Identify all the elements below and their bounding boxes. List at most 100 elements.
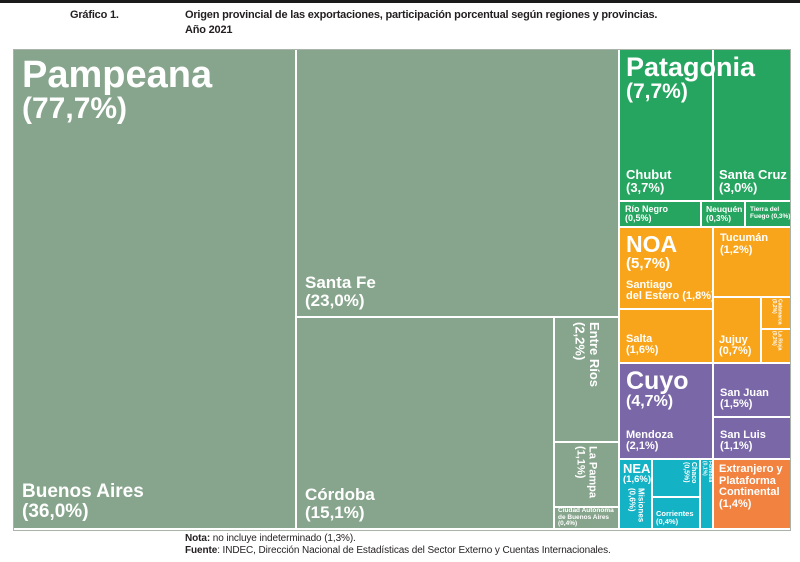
chart-subtitle: Año 2021	[185, 24, 233, 36]
cell-corrientes: Corrientes (0,4%)	[653, 498, 699, 528]
province-name: La Pampa	[586, 446, 599, 498]
province-label-cordoba: Córdoba (15,1%)	[305, 486, 545, 522]
figure-label: Gráfico 1.	[70, 9, 119, 21]
province-label-chubut: Chubut (3,7%)	[626, 168, 706, 195]
province-label-buenos-aires: Buenos Aires (36,0%)	[22, 482, 287, 522]
vertical-label-wrap: Formosa (0,1%)	[701, 461, 714, 527]
province-name: San Luis	[720, 428, 766, 441]
cell-formosa: Formosa (0,1%)	[701, 460, 714, 528]
province-share: (36,0%)	[22, 501, 89, 523]
cell-santa-cruz: Santa Cruz (3,0%)	[714, 50, 790, 200]
province-label-entre-rios: Entre Ríos (2,2%)	[572, 322, 602, 437]
region-share-cuyo: (4,7%)	[626, 393, 674, 410]
province-label-tierra-del-fuego: Tierra del Fuego (0,3%)	[750, 206, 790, 221]
province-name: Córdoba	[305, 485, 375, 505]
cell-tucuman: Tucumán (1,2%)	[714, 228, 790, 296]
region-name-line2: Plataforma	[719, 474, 776, 487]
region-name-cuyo: Cuyo	[626, 367, 689, 395]
region-name-pampeana: Pampeana	[22, 54, 213, 96]
region-label-extranjero: Extranjero y Plataforma Continental (1,4…	[719, 463, 785, 510]
province-name: Santa Cruz	[719, 166, 787, 182]
vertical-label-wrap: Entre Ríos (2,2%)	[559, 322, 614, 437]
province-share: (1,1%)	[720, 440, 753, 453]
region-share-nea: (1,6%)	[623, 474, 651, 485]
province-share: (2,1%)	[626, 440, 659, 453]
region-share-pampeana: (77,7%)	[22, 92, 128, 125]
cell-extranjero-plataforma-continental: Extranjero y Plataforma Continental (1,4…	[714, 460, 790, 528]
province-share: (0,2%)	[771, 331, 777, 346]
province-label-jujuy: Jujuy (0,7%)	[719, 333, 755, 358]
cell-san-juan: San Juan (1,5%)	[714, 364, 790, 416]
province-name: Entre Ríos	[586, 322, 602, 388]
province-label-tucuman: Tucumán (1,2%)	[720, 232, 784, 256]
province-name: Tucumán	[720, 232, 769, 244]
cell-santiago-del-estero: NOA (5,7%) Santiago del Estero (1,8%)	[620, 228, 715, 308]
province-share: (0,3%)	[706, 213, 732, 223]
province-label-salta: Salta (1,6%)	[626, 332, 706, 357]
province-name: Jujuy	[719, 333, 748, 346]
province-share: (2,2%)	[572, 322, 588, 361]
vertical-label-wrap: La Rioja (0,2%)	[763, 331, 789, 361]
province-label-misiones: Misiones (0,6%)	[627, 488, 646, 522]
note-text: no incluye indeterminado (1,3%).	[210, 533, 356, 544]
province-name: La Rioja	[776, 331, 783, 351]
chart-title: Origen provincial de las exportaciones, …	[185, 9, 658, 21]
cell-san-luis: San Luis (1,1%)	[714, 418, 790, 458]
province-share: (0,4%)	[558, 520, 578, 528]
province-label-formosa: Formosa (0,1%)	[701, 461, 714, 527]
region-title-nea: NEA (1,6%)	[623, 461, 651, 485]
province-label-rio-negro: Río Negro (0,5%)	[625, 203, 695, 224]
source: Fuente: INDEC, Dirección Nacional de Est…	[185, 545, 611, 556]
region-share: (1,4%)	[719, 497, 752, 510]
province-label-chaco: Chaco (0,5%)	[682, 462, 697, 494]
province-share: (1,6%)	[626, 344, 659, 357]
province-label-catamarca: Catamarca (0,2%)	[771, 299, 783, 327]
top-rule	[0, 0, 800, 3]
province-name: Santa Fe	[305, 273, 376, 293]
province-share: (1,2%)	[720, 243, 753, 256]
province-share: (3,7%)	[626, 180, 665, 196]
cell-jujuy: Jujuy (0,7%)	[714, 298, 760, 362]
province-share: (0,4%)	[656, 517, 679, 527]
province-label-neuquen: Neuquén (0,3%)	[706, 204, 743, 223]
province-share: (0,2%)	[771, 299, 777, 314]
region-name-nea: NEA	[623, 461, 651, 476]
province-name: Río Negro	[625, 203, 669, 214]
cell-caba: Ciudad Autónoma de Buenos Aires (0,4%)	[555, 508, 618, 528]
province-share: (3,0%)	[719, 180, 758, 196]
vertical-label-wrap: Catamarca (0,2%)	[763, 299, 789, 327]
province-name: Chubut	[626, 166, 672, 182]
province-label-caba: Ciudad Autónoma de Buenos Aires (0,4%)	[558, 508, 615, 528]
province-name-line2: de Buenos Aires	[558, 513, 610, 521]
province-name: Neuquén	[706, 204, 743, 215]
treemap: Pampeana (77,7%) Buenos Aires (36,0%) Sa…	[13, 49, 791, 531]
province-share: (15,1%)	[305, 503, 365, 523]
cell-cordoba: Córdoba (15,1%)	[297, 318, 553, 528]
province-name: Catamarca	[776, 299, 783, 325]
cell-catamarca: Catamarca (0,2%)	[762, 298, 790, 328]
province-name-line2: del Estero (1,8%)	[626, 290, 715, 303]
province-label-santiago-del-estero: Santiago del Estero (1,8%)	[626, 278, 715, 303]
province-share: (0,5%)	[625, 213, 652, 223]
vertical-label-wrap: Chaco (0,5%)	[655, 462, 697, 494]
province-name: San Juan	[720, 386, 769, 399]
region-title-cuyo: Cuyo (4,7%)	[626, 369, 706, 410]
province-name: Mendoza	[626, 428, 674, 441]
region-name-noa: NOA	[626, 231, 678, 257]
province-name: Chaco	[690, 462, 697, 484]
province-share: (0,6%)	[627, 488, 637, 512]
cell-neuquen: Neuquén (0,3%)	[702, 202, 744, 226]
province-name: Corrientes	[656, 509, 694, 519]
note-label: Nota:	[185, 533, 211, 544]
cell-la-pampa: La Pampa (1,1%)	[555, 443, 618, 506]
province-name: Formosa	[707, 461, 713, 483]
province-name-line1: Tierra del	[750, 206, 780, 214]
province-share: (1,5%)	[720, 398, 753, 411]
province-name: Salta	[626, 332, 653, 345]
province-name-line1: Santiago	[626, 278, 673, 291]
province-share: (0,5%)	[682, 462, 690, 483]
province-name-line1: Ciudad Autónoma	[558, 507, 614, 515]
province-share: (1,1%)	[574, 446, 587, 479]
province-label-la-rioja: La Rioja (0,2%)	[771, 331, 783, 361]
